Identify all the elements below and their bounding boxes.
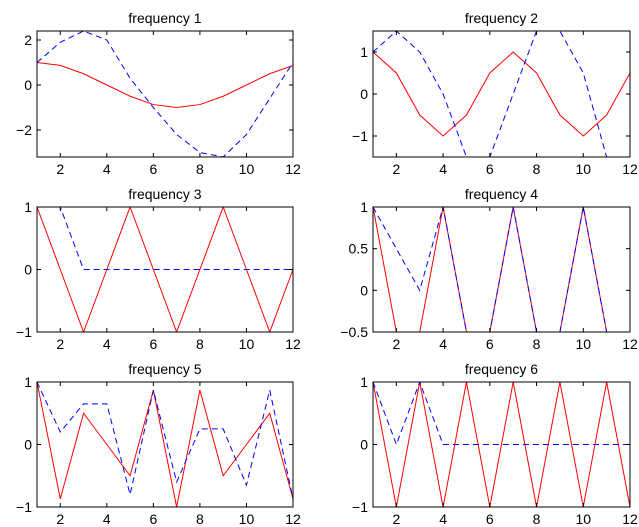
y-tick-label: 1	[24, 374, 32, 390]
x-tick-label: 8	[196, 161, 204, 177]
x-tick-label: 12	[285, 161, 301, 177]
solid-series-line	[373, 207, 630, 332]
subplot-6: 2 4 6 8 10 12 −1 0 1 frequency 6	[352, 361, 638, 527]
x-tick-label: 6	[149, 511, 157, 527]
x-tick-label: 8	[196, 511, 204, 527]
x-tick-label: 4	[103, 161, 111, 177]
x-tick-label: 6	[149, 161, 157, 177]
solid-series-line	[37, 207, 293, 332]
x-tick-label: 10	[239, 161, 255, 177]
dashed-series-line	[37, 207, 293, 270]
x-tick-label: 4	[439, 336, 447, 352]
x-tick-label: 6	[486, 161, 494, 177]
y-tick-label: 1	[360, 199, 368, 215]
x-tick-label: 6	[486, 336, 494, 352]
subplot-3: 2 4 6 8 10 12 −1 0 1 frequency 3	[16, 186, 301, 352]
y-tick-label: 0	[24, 77, 32, 93]
y-tick-label: 2	[24, 32, 32, 48]
x-tick-label: 8	[533, 161, 541, 177]
x-tick-label: 2	[56, 511, 64, 527]
y-tick-label: 1	[24, 199, 32, 215]
x-tick-label: 8	[533, 336, 541, 352]
x-tick-label: 6	[486, 511, 494, 527]
chart-title: frequency 6	[465, 361, 538, 377]
y-tick-label: −1	[352, 128, 368, 144]
subplot-4: 2 4 6 8 10 12 −0.5 0 0.5 1 frequency 4	[340, 186, 638, 352]
x-tick-label: 10	[239, 336, 255, 352]
x-tick-label: 8	[196, 336, 204, 352]
x-tick-label: 8	[533, 511, 541, 527]
x-tick-label: 4	[103, 336, 111, 352]
y-tick-label: 0	[24, 437, 32, 453]
subplot-2: 2 4 6 8 10 12 −1 0 1 frequency 2	[352, 10, 638, 177]
y-tick-label: −2	[16, 122, 32, 138]
axes-frame	[36, 30, 294, 158]
chart-title: frequency 3	[128, 186, 201, 202]
chart-title: frequency 2	[465, 10, 538, 26]
x-tick-label: 10	[239, 511, 255, 527]
x-tick-label: 2	[392, 336, 400, 352]
x-tick-label: 4	[439, 161, 447, 177]
x-tick-label: 2	[392, 161, 400, 177]
y-tick-label: −0.5	[340, 324, 368, 340]
dashed-series-line	[37, 382, 293, 499]
x-tick-label: 4	[439, 511, 447, 527]
y-tick-label: 1	[360, 374, 368, 390]
solid-series-line	[37, 62, 293, 109]
x-tick-label: 12	[622, 336, 638, 352]
x-tick-label: 4	[103, 511, 111, 527]
x-tick-label: 12	[285, 511, 301, 527]
x-tick-label: 2	[56, 336, 64, 352]
y-tick-label: 0	[24, 262, 32, 278]
chart-title: frequency 4	[465, 186, 538, 202]
x-tick-label: 2	[392, 511, 400, 527]
y-tick-label: 0	[360, 282, 368, 298]
solid-series-line	[373, 51, 630, 137]
dashed-series-line	[373, 382, 630, 446]
x-tick-label: 6	[149, 336, 157, 352]
chart-title: frequency 1	[128, 10, 201, 26]
y-tick-label: 0.5	[349, 241, 369, 257]
solid-series-line	[373, 382, 630, 507]
axes-frame	[372, 206, 631, 333]
solid-series-line	[37, 382, 293, 507]
y-tick-label: −1	[16, 499, 32, 515]
dashed-series-line	[373, 31, 630, 157]
axes-frame	[372, 30, 631, 158]
x-tick-label: 12	[285, 336, 301, 352]
y-tick-label: 1	[360, 44, 368, 60]
chart-title: frequency 5	[128, 361, 201, 377]
y-tick-label: −1	[16, 324, 32, 340]
dashed-series-line	[37, 31, 293, 157]
subplot-1: 2 4 6 8 10 12 −2 0 2 frequency 1	[16, 10, 301, 177]
x-tick-label: 10	[575, 511, 591, 527]
y-tick-label: 0	[360, 86, 368, 102]
x-tick-label: 2	[56, 161, 64, 177]
y-tick-label: 0	[360, 437, 368, 453]
subplot-5: 2 4 6 8 10 12 −1 0 1 frequency 5	[16, 361, 301, 527]
x-tick-label: 10	[575, 336, 591, 352]
x-tick-label: 12	[622, 161, 638, 177]
y-tick-label: −1	[352, 499, 368, 515]
x-tick-label: 10	[575, 161, 591, 177]
x-tick-label: 12	[622, 511, 638, 527]
